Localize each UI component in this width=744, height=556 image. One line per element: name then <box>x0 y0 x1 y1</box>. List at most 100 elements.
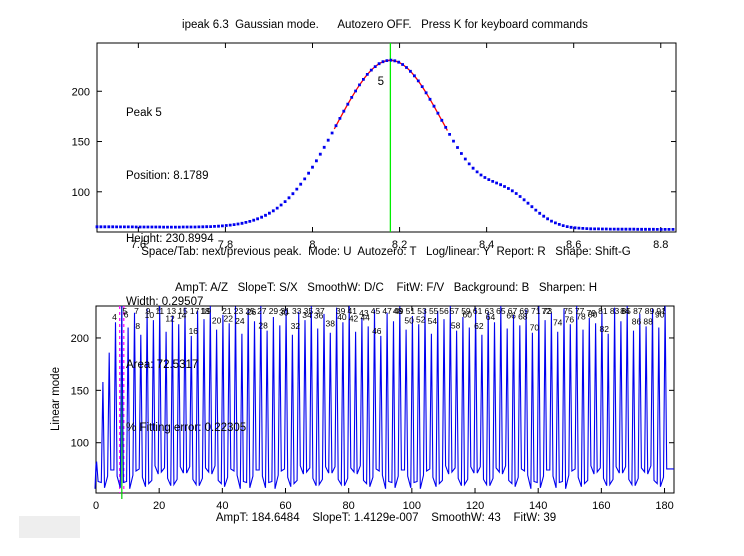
x-tick-label: 8.4 <box>479 239 494 251</box>
peak-top-number: 73 <box>543 306 553 316</box>
upper-plot-keyboard-hints: Space/Tab: next/previous peak. Mode: U A… <box>141 246 631 258</box>
peak-top-number: 13 <box>167 306 177 316</box>
peak-top-number: 11 <box>155 306 164 316</box>
peak-top-number: 83 <box>610 306 620 316</box>
full-signal-trace <box>94 305 674 489</box>
peak-top-number: 8 <box>135 321 140 331</box>
peak-top-number: 46 <box>372 326 382 336</box>
peak-top-number: 72 <box>541 306 551 316</box>
peak-top-number: 76 <box>565 314 575 324</box>
annotation-fitting-error: % Fitting error: 0.22305 <box>126 422 247 434</box>
peak-top-number: 50 <box>404 316 414 326</box>
peak-top-number: 85 <box>621 306 631 316</box>
peak-top-number: 27 <box>257 306 267 316</box>
peak-top-number: 16 <box>189 326 199 336</box>
peak-top-number: 30 <box>279 307 289 317</box>
current-settings-readout: AmpT: 184.6484 SlopeT: 1.4129e-007 Smoot… <box>215 512 557 524</box>
x-tick-label: 8.2 <box>392 239 407 251</box>
peak-top-number: 80 <box>588 309 598 319</box>
peak-top-number: 66 <box>506 311 516 321</box>
peak-top-number: 7 <box>134 306 139 316</box>
peak-top-number: 5 <box>122 306 127 316</box>
peak-top-number: 38 <box>326 319 336 329</box>
x-tick-label: 160 <box>592 500 610 512</box>
peak-top-number: 45 <box>371 306 381 316</box>
peak-top-number: 67 <box>508 306 518 316</box>
peak-top-number: 86 <box>632 317 642 327</box>
peak-top-number: 90 <box>655 309 665 319</box>
x-tick-label: 0 <box>93 500 99 512</box>
peak-top-number: 79 <box>587 308 597 318</box>
peak-top-number: 15 <box>178 306 188 316</box>
peak-top-number: 57 <box>450 306 460 316</box>
peak-top-number: 74 <box>553 318 563 328</box>
peak-top-number: 24 <box>235 316 245 326</box>
peak-top-number: 12 <box>165 314 175 324</box>
x-tick-label: 7.8 <box>218 239 233 251</box>
lower-plot-ylabel: Linear mode <box>50 367 62 431</box>
peak-top-number: 71 <box>531 306 541 316</box>
peak-top-number: 88 <box>643 316 653 326</box>
peak-top-number: 82 <box>600 324 610 334</box>
peak-top-number: 81 <box>598 306 608 316</box>
peak-top-number: 4 <box>112 312 117 322</box>
y-tick-label: 100 <box>71 438 89 450</box>
figure-title: ipeak 6.3 Gaussian mode. Autozero OFF. P… <box>182 19 588 31</box>
peak-top-number: 68 <box>518 311 528 321</box>
peak-top-number: 18 <box>200 306 210 316</box>
x-tick-label: 8.6 <box>566 239 581 251</box>
y-tick-label: 100 <box>72 187 90 199</box>
y-tick-label: 200 <box>72 86 90 98</box>
x-tick-label: 120 <box>466 500 484 512</box>
peak-top-number: 26 <box>247 307 257 317</box>
peak-top-number: 56 <box>439 306 449 316</box>
peak-top-number: 23 <box>234 306 244 316</box>
x-tick-label: 60 <box>279 500 291 512</box>
peak-top-number: 49 <box>394 306 404 316</box>
peak-top-number: 29 <box>269 306 279 316</box>
annotation-peak-number: Peak 5 <box>126 107 162 119</box>
peak-top-number: 41 <box>348 306 358 316</box>
peak-top-number: 52 <box>416 314 426 324</box>
peak-top-number: 17 <box>190 306 200 316</box>
peak-top-number: 61 <box>473 306 483 316</box>
x-tick-label: 7.6 <box>131 239 146 251</box>
peak-top-number: 55 <box>429 306 439 316</box>
x-tick-label: 180 <box>655 500 673 512</box>
peak-top-number: 91 <box>656 306 666 316</box>
peak-top-number: 69 <box>519 306 529 316</box>
peak-top-number: 75 <box>563 306 573 316</box>
peak-top-number: 25 <box>245 306 255 316</box>
axes-frame <box>96 42 677 233</box>
peak-top-number: 10 <box>145 310 155 320</box>
x-tick-label: 20 <box>153 500 165 512</box>
peak-top-number: 60 <box>463 309 473 319</box>
peak-top-number: 6 <box>124 309 129 319</box>
x-tick-label: 140 <box>529 500 547 512</box>
x-tick-label: 40 <box>216 500 228 512</box>
peak-top-number: 59 <box>461 306 471 316</box>
x-tick-label: 80 <box>343 500 355 512</box>
x-tick-label: 8 <box>309 239 315 251</box>
x-tick-label: 100 <box>403 500 421 512</box>
peak-top-number: 58 <box>451 321 461 331</box>
y-tick-label: 200 <box>71 333 89 345</box>
peak-top-number: 77 <box>575 306 585 316</box>
peak-top-number: 87 <box>633 306 643 316</box>
peak-top-number: 40 <box>337 312 347 322</box>
peak-top-number: 63 <box>484 306 494 316</box>
peak-top-number: 42 <box>349 314 359 324</box>
peak-top-number: 54 <box>428 316 438 326</box>
ui-artifact-patch <box>19 516 80 538</box>
peak-top-number: 84 <box>620 306 630 316</box>
y-tick-label: 150 <box>71 385 89 397</box>
peak-top-number: 28 <box>258 321 268 331</box>
peak-top-number: 48 <box>393 306 403 316</box>
peak-report-annotation: Peak 5 Position: 8.1789 Height: 230.8994… <box>126 61 246 481</box>
peak-top-number: 14 <box>177 310 187 320</box>
peak-top-number: 47 <box>382 306 392 316</box>
peak-top-number: 64 <box>486 312 496 322</box>
annotation-width: Width: 0.29507 <box>126 296 204 308</box>
peak-top-number: 9 <box>146 306 151 316</box>
